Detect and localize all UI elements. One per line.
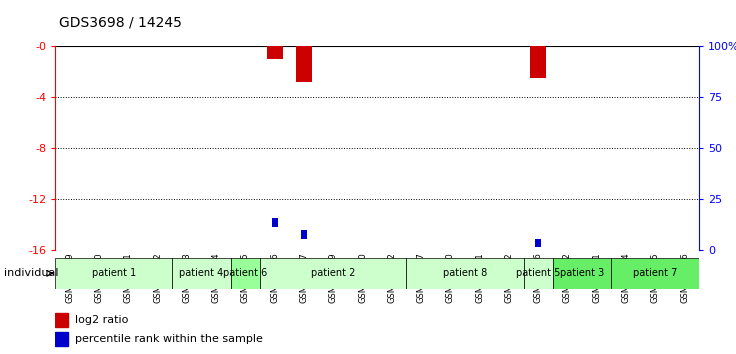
Text: log2 ratio: log2 ratio (75, 315, 129, 325)
Text: individual: individual (4, 268, 58, 278)
Text: GDS3698 / 14245: GDS3698 / 14245 (59, 16, 182, 30)
Text: patient 7: patient 7 (633, 268, 677, 279)
Bar (553, 258, 612, 289)
Text: patient 5: patient 5 (516, 268, 560, 279)
Bar (266, 46, 283, 59)
Text: patient 2: patient 2 (311, 268, 355, 279)
Text: percentile rank within the sample: percentile rank within the sample (75, 334, 263, 344)
Text: patient 4: patient 4 (180, 268, 224, 279)
Bar (55, 258, 172, 289)
Bar (172, 258, 231, 289)
Bar (523, 258, 553, 289)
Bar (260, 258, 406, 289)
Text: patient 1: patient 1 (91, 268, 136, 279)
Bar (296, 46, 312, 82)
Bar (272, 218, 277, 227)
Bar (535, 239, 541, 247)
Bar (55, 332, 68, 346)
Text: patient 3: patient 3 (560, 268, 604, 279)
Bar (530, 46, 546, 78)
Bar (231, 258, 260, 289)
Text: patient 8: patient 8 (443, 268, 487, 279)
Bar (406, 258, 523, 289)
Bar (301, 230, 307, 239)
Bar (612, 258, 699, 289)
Text: patient 6: patient 6 (223, 268, 268, 279)
Bar (55, 313, 68, 327)
